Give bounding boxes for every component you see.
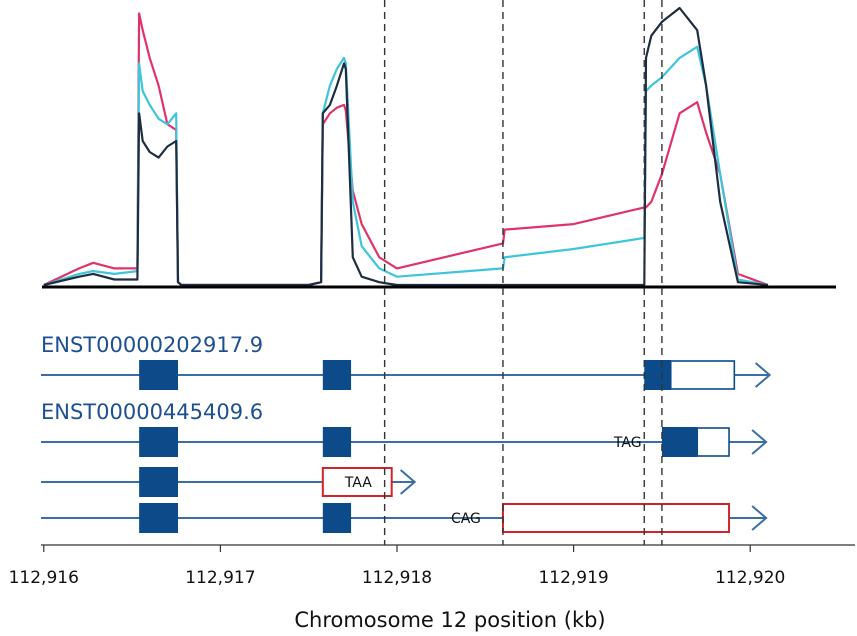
orf-box <box>321 467 393 497</box>
direction-arrow <box>400 469 417 495</box>
coverage-line-2 <box>43 45 769 287</box>
transcript-name: ENST00000445409.6 <box>41 400 263 424</box>
orf-box <box>501 503 731 533</box>
codon-label: TAA <box>344 475 372 491</box>
coverage-line-1 <box>43 6 769 287</box>
x-axis-ticks: 112,916 112,917 112,918 112,919 112,920 <box>9 545 785 588</box>
x-tick-label: 112,920 <box>715 568 785 588</box>
transcript-name: ENST00000202917.9 <box>41 333 263 357</box>
x-tick-label: 112,916 <box>9 568 79 588</box>
coverage-line-3 <box>43 12 769 287</box>
transcript-track-2: ENST00000445409.6 TAG <box>41 400 768 457</box>
direction-arrow <box>755 362 772 388</box>
coding-exon <box>322 503 352 533</box>
coverage-plot <box>43 6 769 287</box>
direction-arrow <box>751 505 768 531</box>
coding-exon <box>139 467 178 497</box>
direction-arrow <box>751 429 768 455</box>
codon-label: CAG <box>451 511 481 527</box>
utr-box <box>669 360 736 390</box>
coding-exon <box>139 503 178 533</box>
transcript-track-3: TAA <box>41 467 417 497</box>
coding-exon <box>322 427 352 457</box>
coding-exon <box>661 427 698 457</box>
x-axis-title: Chromosome 12 position (kb) <box>294 608 605 632</box>
transcript-track-4: CAG <box>41 503 768 533</box>
coding-exon <box>139 427 178 457</box>
x-tick-label: 112,919 <box>538 568 608 588</box>
transcript-track-1: ENST00000202917.9 <box>41 333 772 390</box>
x-tick-label: 112,917 <box>185 568 255 588</box>
utr-box <box>696 427 730 457</box>
coding-exon <box>644 360 671 390</box>
x-tick-label: 112,918 <box>362 568 432 588</box>
coding-exon <box>139 360 178 390</box>
codon-label: TAG <box>613 435 642 451</box>
transcript-tracks: ENST00000202917.9 ENST00000445409.6 TAG TAA… <box>41 333 772 533</box>
dashed-marker-lines <box>383 0 663 545</box>
coding-exon <box>322 360 352 390</box>
